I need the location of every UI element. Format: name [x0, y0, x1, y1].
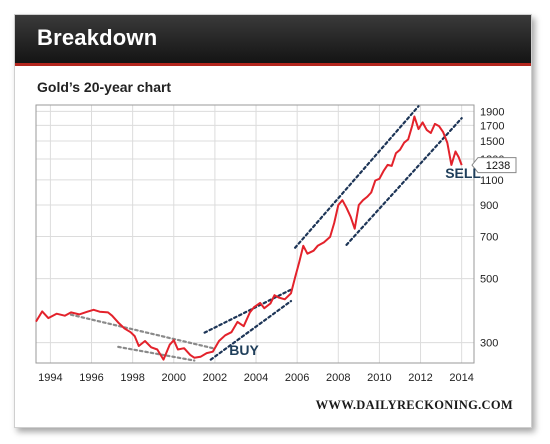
annotations: BUY SELL: [229, 165, 481, 358]
trend-line: [117, 345, 196, 362]
trend-lines: [69, 105, 463, 362]
source-credit: WWW.DAILYRECKONING.COM: [315, 398, 513, 412]
y-tick-label: 1100: [480, 175, 504, 187]
x-tick-label: 1996: [79, 372, 103, 384]
trend-line: [293, 105, 420, 249]
y-tick-label: 500: [480, 274, 498, 286]
x-tick-label: 2002: [203, 372, 227, 384]
last-value-box: [471, 157, 517, 174]
y-tick-label: 700: [480, 232, 498, 244]
x-tick-label: 2008: [326, 372, 350, 384]
grid: [36, 105, 474, 363]
chart-title: Gold’s 20-year chart: [37, 79, 172, 95]
y-tick-label: 1700: [480, 120, 504, 132]
x-tick-label: 2014: [449, 372, 473, 384]
x-tick-label: 2010: [367, 372, 391, 384]
annotation-buy: BUY: [229, 342, 259, 358]
x-tick-label: 2012: [408, 372, 432, 384]
plot-border: [35, 104, 475, 364]
x-tick-label: 2004: [244, 372, 268, 384]
y-tick-label: 1900: [480, 106, 504, 118]
series-line: [35, 115, 463, 361]
x-tick-label: 2006: [285, 372, 309, 384]
x-tick-label: 1998: [120, 372, 144, 384]
trend-line: [69, 313, 214, 350]
axes: 1994 1996 1998 2000 2002 2004 2006 2008 2010 2012…: [38, 106, 517, 384]
y-tick-label: 900: [480, 200, 498, 212]
trend-line: [345, 117, 463, 246]
annotation-sell: SELL: [445, 165, 481, 181]
x-tick-label: 1994: [38, 372, 62, 384]
x-tick-label: 2000: [162, 372, 186, 384]
banner-title: Breakdown: [37, 25, 158, 50]
chart-card: Breakdown Gold’s 20-year chart WWW.DAILY…: [14, 14, 532, 428]
y-tick-label: 1500: [480, 136, 504, 148]
last-value-label: 1238: [486, 160, 510, 172]
trend-line: [209, 299, 293, 361]
series: [35, 115, 463, 361]
y-tick-label: 300: [480, 338, 498, 350]
banner: Breakdown: [15, 15, 531, 66]
